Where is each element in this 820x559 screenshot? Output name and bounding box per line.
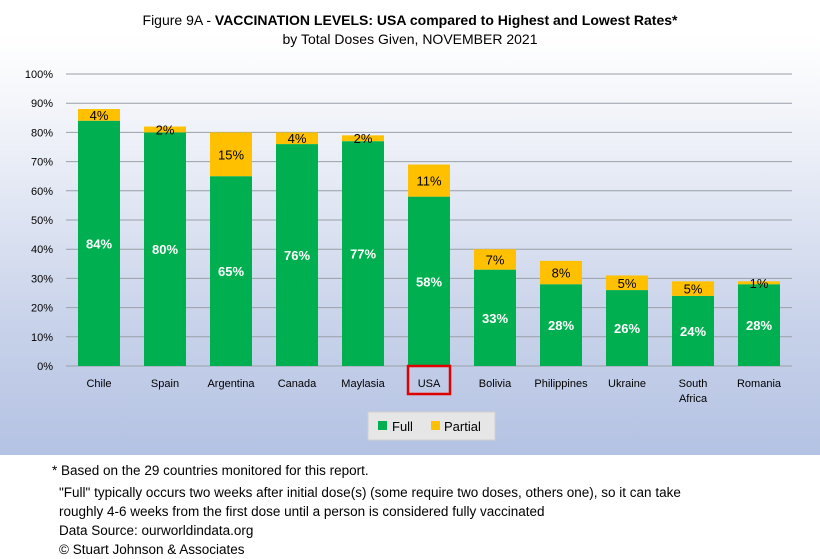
data-label-full: 84% <box>86 236 112 251</box>
y-tick-label: 10% <box>31 332 53 344</box>
data-label-partial: 5% <box>684 282 703 297</box>
x-tick-label: Bolivia <box>479 378 512 390</box>
bar-full-argentina <box>210 176 252 366</box>
data-label-full: 26% <box>614 321 640 336</box>
y-tick-label: 80% <box>31 127 53 139</box>
y-tick-label: 50% <box>31 215 53 227</box>
bar-partial-south-africa <box>672 281 714 296</box>
data-label-partial: 11% <box>416 174 441 189</box>
x-tick-label: Spain <box>151 378 179 390</box>
x-tick-label: Romania <box>737 378 782 390</box>
x-tick-label: Ukraine <box>608 378 646 390</box>
bar-partial-philippines <box>540 260 582 285</box>
bar-chart: 0%10%20%30%40%50%60%70%80%90%100% 84%4%8… <box>25 69 792 441</box>
bar-full-ukraine <box>606 290 648 366</box>
footnote-asterisk: * Based on the 29 countries monitored fo… <box>52 463 369 478</box>
copyright: © Stuart Johnson & Associates <box>59 542 245 557</box>
title-prefix: Figure 9A - <box>142 12 215 28</box>
bar-partial-usa <box>408 164 450 197</box>
bar-full-canada <box>276 144 318 366</box>
footnotes: * Based on the 29 countries monitored fo… <box>0 455 820 558</box>
y-axis-ticks: 0% 10% 20% 30% 40% 50% 60% 70% 80% 90% 100% <box>25 69 53 373</box>
data-label-partial: 5% <box>618 276 637 291</box>
data-label-partial: 7% <box>486 252 505 267</box>
y-tick-label: 100% <box>25 69 53 81</box>
x-tick-label-line2: Africa <box>679 393 708 405</box>
chart-subtitle: by Total Doses Given, NOVEMBER 2021 <box>282 31 538 47</box>
data-label-full: 77% <box>350 247 376 262</box>
bar-partial-bolivia <box>474 249 516 270</box>
x-tick-label: Philippines <box>534 378 588 390</box>
footnote-full-definition: "Full" typically occurs two weeks after … <box>59 485 681 500</box>
data-label-full: 58% <box>416 274 442 289</box>
data-label-full: 80% <box>152 242 178 257</box>
x-tick-label: USA <box>418 378 441 390</box>
bar-full-spain <box>144 132 186 366</box>
bar-partial-spain <box>144 126 186 133</box>
x-tick-label: South <box>679 378 708 390</box>
x-tick-label: Chile <box>86 378 111 390</box>
x-tick-label: Canada <box>278 378 317 390</box>
legend-label-full: Full <box>392 419 413 434</box>
y-tick-label: 60% <box>31 186 53 198</box>
legend-swatch-full <box>378 421 387 430</box>
footnote-full-definition-cont: roughly 4-6 weeks from the first dose un… <box>59 504 545 519</box>
data-label-partial: 2% <box>156 122 175 137</box>
bar-partial-argentina <box>210 132 252 177</box>
y-tick-label: 0% <box>37 361 53 373</box>
chart-panel: Figure 9A - VACCINATION LEVELS: USA comp… <box>0 0 820 455</box>
data-label-partial: 4% <box>90 108 109 123</box>
y-tick-label: 30% <box>31 273 53 285</box>
x-tick-label: Argentina <box>207 378 255 390</box>
y-tick-label: 20% <box>31 303 53 315</box>
bar-partial-ukraine <box>606 275 648 291</box>
x-tick-label: Maylasia <box>341 378 385 390</box>
y-tick-label: 90% <box>31 98 53 110</box>
bar-full-philippines <box>540 284 582 366</box>
data-label-partial: 4% <box>288 131 307 146</box>
usa-highlight-box <box>406 364 452 396</box>
data-label-full: 24% <box>680 324 706 339</box>
bar-partial-canada <box>276 132 318 145</box>
data-label-full: 65% <box>218 264 244 279</box>
bar-full-south-africa <box>672 295 714 366</box>
bar-partial-maylasia <box>342 135 384 142</box>
data-label-full: 28% <box>548 318 574 333</box>
data-source: Data Source: ourworldindata.org <box>59 523 254 538</box>
legend-label-partial: Partial <box>444 419 481 434</box>
y-tick-label: 40% <box>31 244 53 256</box>
legend-swatch-partial <box>431 421 440 430</box>
x-axis-labels: Chile Spain Argentina Canada Maylasia USA Boli… <box>86 364 782 405</box>
bar-full-maylasia <box>342 141 384 366</box>
data-label-partial: 1% <box>750 276 769 291</box>
bar-partial-romania <box>738 281 780 285</box>
bar-full-romania <box>738 284 780 366</box>
legend: Full Partial <box>367 411 496 441</box>
data-label-partial: 8% <box>552 266 571 281</box>
data-label-partial: 2% <box>354 131 373 146</box>
y-tick-label: 70% <box>31 157 53 169</box>
chart-title: Figure 9A - VACCINATION LEVELS: USA comp… <box>0 11 820 49</box>
data-label-full: 33% <box>482 311 508 326</box>
bar-full-usa <box>408 196 450 366</box>
bar-full-bolivia <box>474 269 516 366</box>
title-bold: VACCINATION LEVELS: USA compared to High… <box>214 12 678 28</box>
bars: 84% 4% 80% 2% 65% 15% 76% 4% 77% 2% 58% 11% 33% 7% 28%… <box>78 108 780 366</box>
data-label-full: 28% <box>746 318 772 333</box>
chart-title-line: Figure 9A - VACCINATION LEVELS: USA comp… <box>0 11 820 30</box>
data-label-partial: 15% <box>218 147 244 162</box>
bar-full-chile <box>78 120 120 366</box>
data-label-full: 76% <box>284 248 310 263</box>
bar-partial-chile <box>78 109 120 121</box>
